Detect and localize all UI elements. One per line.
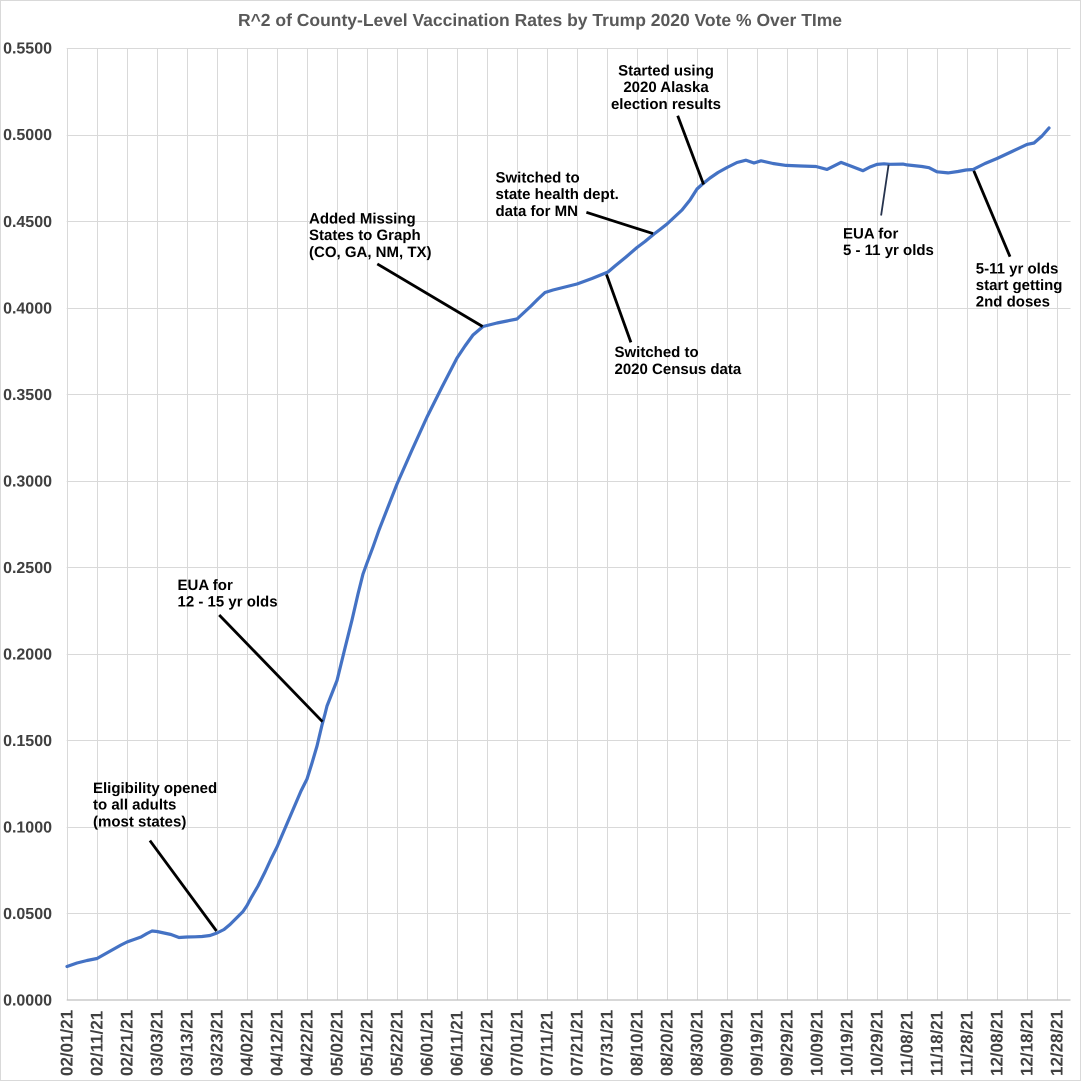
svg-text:5-11 yr olds: 5-11 yr olds — [976, 260, 1059, 277]
svg-text:04/22/21: 04/22/21 — [298, 1010, 317, 1076]
svg-text:10/19/21: 10/19/21 — [838, 1010, 857, 1076]
svg-text:0.1500: 0.1500 — [3, 733, 52, 750]
svg-text:2020 Census data: 2020 Census data — [615, 361, 742, 378]
svg-text:5 - 11 yr olds: 5 - 11 yr olds — [843, 242, 934, 259]
svg-text:0.5500: 0.5500 — [3, 41, 52, 58]
svg-text:02/11/21: 02/11/21 — [88, 1011, 107, 1076]
svg-text:Started using: Started using — [618, 62, 714, 79]
svg-text:05/22/21: 05/22/21 — [388, 1010, 407, 1076]
svg-text:08/20/21: 08/20/21 — [658, 1010, 677, 1076]
svg-text:0.5000: 0.5000 — [3, 127, 52, 144]
svg-text:07/11/21: 07/11/21 — [538, 1011, 557, 1076]
svg-text:11/18/21: 11/18/21 — [928, 1011, 947, 1076]
svg-text:04/12/21: 04/12/21 — [268, 1010, 287, 1076]
svg-text:12/08/21: 12/08/21 — [988, 1010, 1007, 1076]
svg-text:10/29/21: 10/29/21 — [868, 1010, 887, 1076]
svg-text:11/08/21: 11/08/21 — [898, 1011, 917, 1076]
svg-text:Eligibility opened: Eligibility opened — [93, 780, 217, 797]
svg-text:09/09/21: 09/09/21 — [718, 1010, 737, 1076]
svg-text:Added Missing: Added Missing — [309, 211, 416, 228]
svg-text:0.2500: 0.2500 — [3, 560, 52, 577]
svg-text:States to Graph: States to Graph — [309, 227, 421, 244]
svg-text:11/28/21: 11/28/21 — [958, 1011, 977, 1076]
svg-text:07/01/21: 07/01/21 — [508, 1010, 527, 1076]
svg-text:data for MN: data for MN — [496, 203, 579, 220]
svg-text:08/10/21: 08/10/21 — [628, 1010, 647, 1076]
svg-text:06/01/21: 06/01/21 — [418, 1010, 437, 1076]
svg-text:(CO, GA, NM, TX): (CO, GA, NM, TX) — [309, 244, 432, 261]
svg-text:03/13/21: 03/13/21 — [178, 1010, 197, 1076]
svg-text:EUA for: EUA for — [178, 577, 233, 594]
svg-text:Switched to: Switched to — [615, 344, 699, 361]
svg-text:0.0500: 0.0500 — [3, 906, 52, 923]
svg-text:0.4000: 0.4000 — [3, 300, 52, 317]
svg-text:0.3000: 0.3000 — [3, 473, 52, 490]
svg-text:start getting: start getting — [976, 277, 1063, 294]
svg-text:(most states): (most states) — [93, 813, 186, 830]
svg-text:07/21/21: 07/21/21 — [568, 1010, 587, 1076]
svg-text:10/09/21: 10/09/21 — [808, 1010, 827, 1076]
svg-text:09/29/21: 09/29/21 — [778, 1010, 797, 1076]
svg-text:Switched to: Switched to — [496, 170, 580, 187]
svg-text:2020 Alaska: 2020 Alaska — [623, 79, 709, 96]
svg-text:02/01/21: 02/01/21 — [58, 1010, 77, 1076]
svg-text:02/21/21: 02/21/21 — [118, 1010, 137, 1076]
svg-text:06/11/21: 06/11/21 — [448, 1011, 467, 1076]
svg-text:state health dept.: state health dept. — [496, 186, 619, 203]
svg-text:0.1000: 0.1000 — [3, 820, 52, 837]
svg-text:R^2 of County-Level Vaccinatio: R^2 of County-Level Vaccination Rates by… — [238, 10, 842, 30]
svg-text:0.0000: 0.0000 — [3, 993, 52, 1010]
svg-text:12/18/21: 12/18/21 — [1018, 1010, 1037, 1076]
svg-text:0.4500: 0.4500 — [3, 214, 52, 231]
svg-text:to all adults: to all adults — [93, 797, 176, 814]
svg-text:0.2000: 0.2000 — [3, 647, 52, 664]
svg-text:05/12/21: 05/12/21 — [358, 1010, 377, 1076]
svg-text:09/19/21: 09/19/21 — [748, 1010, 767, 1076]
svg-text:07/31/21: 07/31/21 — [598, 1010, 617, 1076]
svg-text:04/02/21: 04/02/21 — [238, 1010, 257, 1076]
svg-text:12 - 15 yr olds: 12 - 15 yr olds — [178, 594, 278, 611]
svg-text:0.3500: 0.3500 — [3, 387, 52, 404]
svg-text:03/23/21: 03/23/21 — [208, 1010, 227, 1076]
svg-text:06/21/21: 06/21/21 — [478, 1010, 497, 1076]
svg-text:05/02/21: 05/02/21 — [328, 1010, 347, 1076]
svg-text:08/30/21: 08/30/21 — [688, 1010, 707, 1076]
svg-text:03/03/21: 03/03/21 — [148, 1010, 167, 1076]
svg-text:12/28/21: 12/28/21 — [1048, 1010, 1067, 1076]
svg-text:EUA for: EUA for — [843, 225, 898, 242]
svg-text:2nd doses: 2nd doses — [976, 294, 1050, 311]
svg-text:election results: election results — [611, 96, 721, 113]
